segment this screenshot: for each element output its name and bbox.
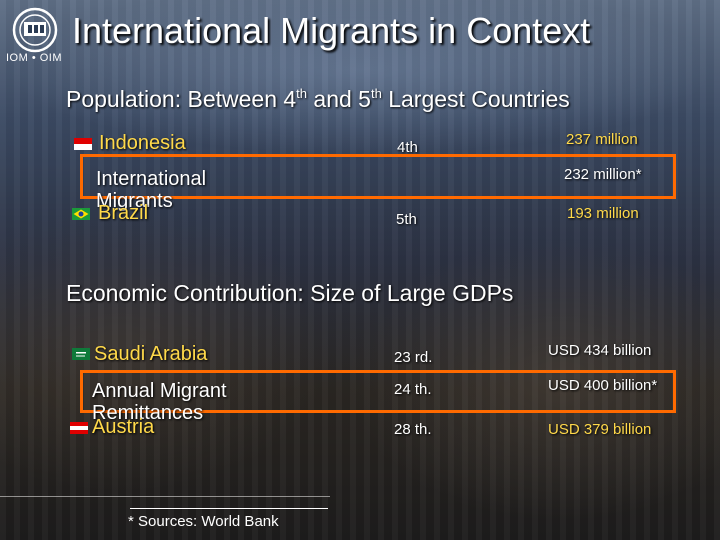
value-saudi-arabia: USD 434 billion — [548, 342, 652, 359]
label-annual-migrant-remittances: Annual Migrant Remittances — [92, 380, 227, 424]
rank-brazil: 5th — [396, 211, 417, 228]
value-remittances: USD 400 billion* — [548, 377, 658, 394]
country-indonesia: Indonesia — [99, 132, 186, 154]
value-brazil: 193 million — [567, 205, 639, 222]
brazil-flag-icon — [72, 208, 90, 220]
rank-saudi-arabia: 23 rd. — [394, 349, 433, 366]
footnote-divider — [0, 496, 330, 497]
highlight-box-migrants — [80, 154, 676, 199]
value-international-migrants: 232 million* — [564, 166, 642, 183]
country-saudi-arabia: Saudi Arabia — [94, 343, 208, 365]
iom-logo-icon — [12, 7, 58, 53]
page-title: International Migrants in Context — [72, 10, 591, 51]
country-austria: Austria — [92, 416, 155, 438]
footnote-rule — [130, 508, 328, 509]
value-indonesia: 237 million — [566, 131, 638, 148]
label-international-migrants: International Migrants — [96, 168, 207, 212]
rank-remittances: 24 th. — [394, 381, 432, 398]
footnote-sources: * Sources: World Bank — [128, 513, 279, 530]
country-brazil: Brazil — [98, 202, 149, 224]
gdp-heading: Economic Contribution: Size of Large GDP… — [66, 280, 514, 306]
highlight-box-remittances — [80, 370, 676, 413]
logo-text: IOM • OIM — [6, 52, 63, 64]
population-heading: Population: Between 4th and 5th Largest … — [66, 86, 570, 112]
indonesia-flag-icon — [74, 138, 92, 150]
rank-austria: 28 th. — [394, 421, 432, 438]
saudi-arabia-flag-icon — [72, 348, 90, 360]
value-austria: USD 379 billion — [548, 421, 652, 438]
rank-indonesia: 4th — [397, 139, 418, 156]
austria-flag-icon — [70, 422, 88, 434]
